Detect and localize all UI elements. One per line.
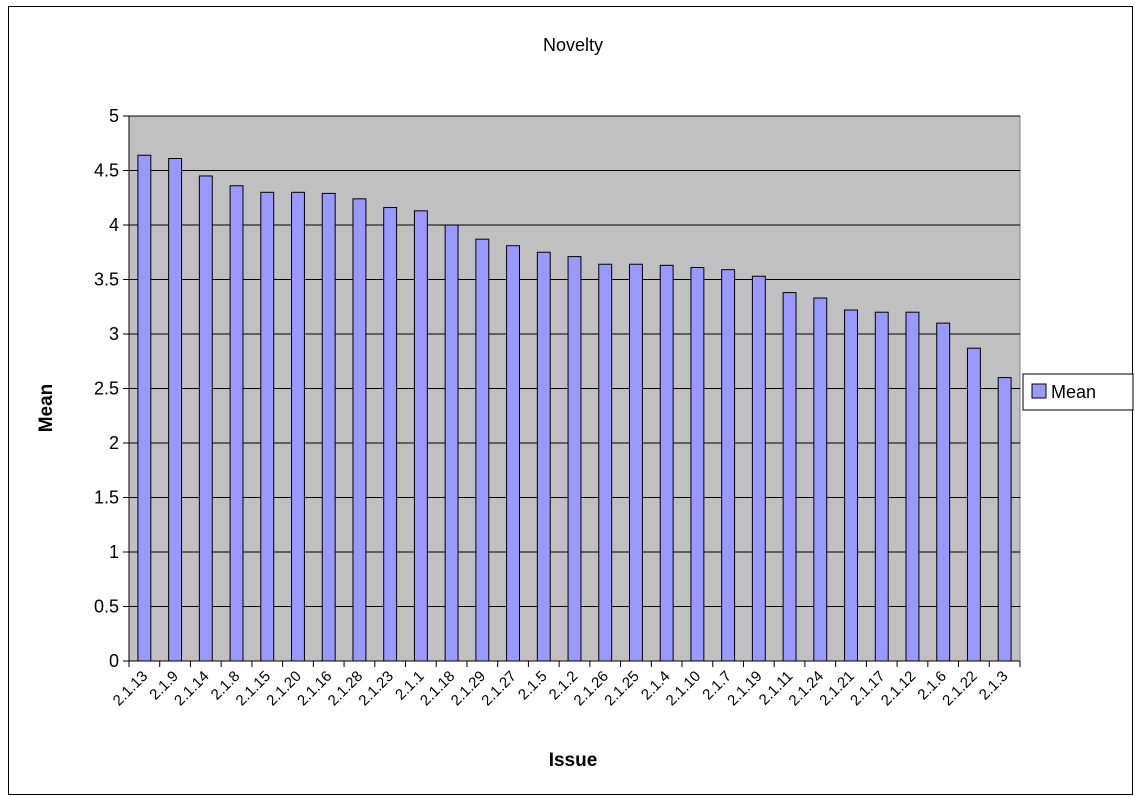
bar xyxy=(628,263,643,662)
bar xyxy=(936,322,951,662)
bar xyxy=(137,154,152,662)
bar xyxy=(413,210,428,662)
bar xyxy=(229,185,244,662)
bar xyxy=(905,311,920,662)
x-tick-label: 2.1.13 xyxy=(110,668,152,710)
x-tick-label: 2.1.12 xyxy=(878,668,920,710)
x-tick-label: 2.1.3 xyxy=(976,668,1012,704)
y-tick-label: 3.5 xyxy=(94,270,119,290)
y-tick-label: 2 xyxy=(109,433,119,453)
legend-swatch xyxy=(1031,383,1047,399)
y-tick-label: 4 xyxy=(109,215,119,235)
legend: Mean xyxy=(1022,373,1134,411)
y-tick-label: 1 xyxy=(109,542,119,562)
bar xyxy=(506,245,521,662)
bar xyxy=(659,264,674,662)
x-tick-label: 2.1.23 xyxy=(355,668,397,710)
y-tick-label: 5 xyxy=(109,106,119,126)
x-axis-title: Issue xyxy=(549,750,598,771)
bar xyxy=(598,263,613,662)
bar xyxy=(536,251,551,662)
bar xyxy=(444,224,459,662)
y-tick-label: 3 xyxy=(109,324,119,344)
legend-label: Mean xyxy=(1051,382,1096,402)
bar xyxy=(168,158,183,662)
x-tick-label: 2.1.10 xyxy=(663,668,705,710)
bar xyxy=(721,269,736,662)
x-tick-label: 2.1.27 xyxy=(478,668,520,710)
y-axis-title: Mean xyxy=(36,384,57,433)
chart-title: Novelty xyxy=(543,35,603,55)
x-tick-label: 2.1.14 xyxy=(171,668,213,710)
bar xyxy=(844,309,858,662)
bar xyxy=(352,198,367,662)
x-tick-label: 2.1.5 xyxy=(515,668,551,704)
y-tick-label: 0.5 xyxy=(94,597,119,617)
y-tick-label: 4.5 xyxy=(94,161,119,181)
y-axis-ticks: 0 0.5 1 1.5 2 2.5 3 3.5 4 4.5 5 xyxy=(94,106,129,671)
y-tick-label: 1.5 xyxy=(94,488,119,508)
y-tick-label: 0 xyxy=(109,651,119,671)
x-tick-label: 2.1.22 xyxy=(939,668,981,710)
bar xyxy=(291,191,305,662)
x-axis-category-labels: 2.1.132.1.92.1.142.1.82.1.152.1.202.1.16… xyxy=(110,668,1012,710)
bar xyxy=(874,311,889,662)
bar xyxy=(690,267,705,662)
bar xyxy=(567,256,582,662)
x-axis-ticks xyxy=(128,661,1021,667)
bar xyxy=(198,175,213,662)
bar xyxy=(321,192,336,662)
bar xyxy=(966,347,981,662)
y-tick-label: 2.5 xyxy=(94,379,119,399)
x-tick-label: 2.1.25 xyxy=(601,668,643,710)
bar xyxy=(813,297,828,662)
bar xyxy=(475,238,490,662)
bar xyxy=(260,191,275,662)
bar xyxy=(997,377,1012,662)
x-tick-label: 2.1.19 xyxy=(724,668,766,710)
bar xyxy=(383,207,398,662)
bar xyxy=(751,275,766,662)
bar xyxy=(782,292,797,662)
